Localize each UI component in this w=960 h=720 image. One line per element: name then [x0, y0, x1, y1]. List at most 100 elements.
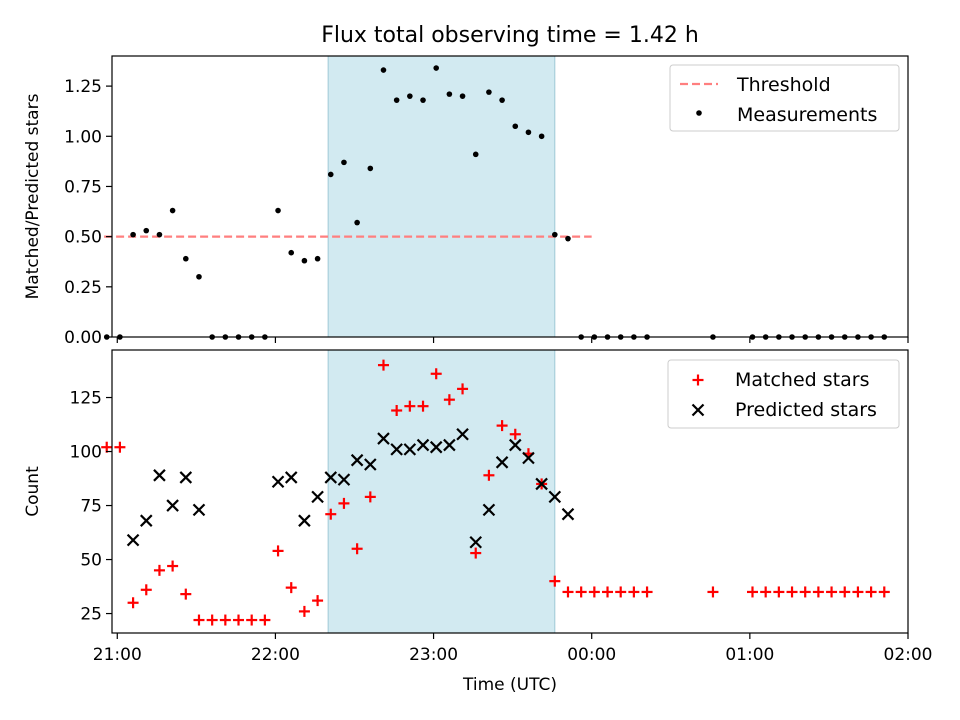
x-tick-label: 02:00	[884, 645, 933, 665]
y-tick-label: 100	[70, 443, 102, 463]
matched-stars-point	[206, 614, 218, 626]
matched-stars-point	[219, 614, 231, 626]
predicted-stars-point	[456, 427, 469, 441]
ratio-observing-window	[327, 55, 556, 338]
matched-stars-point	[404, 400, 416, 412]
predicted-stars-point	[284, 471, 298, 484]
ratio-legend-box	[669, 64, 900, 132]
matched-stars-point	[615, 586, 627, 598]
ratio-panel: 0.00 0.25 0.50 0.75 1.00 1.25 Matched/Predict…	[23, 55, 909, 348]
ratio-legend: Threshold Measurements	[669, 64, 900, 132]
measurements-point	[367, 165, 374, 172]
measurements-point	[538, 133, 545, 140]
matched-stars-point	[167, 560, 179, 572]
measurements-point	[156, 231, 163, 238]
matched-stars-point	[628, 586, 640, 598]
measurements-point	[143, 227, 150, 234]
y-tick-label: 50	[80, 551, 102, 571]
matched-stars-point	[760, 586, 772, 598]
matched-stars-legend-swatch	[692, 374, 704, 386]
matched-stars-point	[746, 586, 758, 598]
matched-stars-point	[417, 400, 429, 412]
matched-stars-point	[259, 614, 271, 626]
y-tick-label: 25	[80, 605, 102, 625]
predicted-stars-point	[324, 471, 338, 484]
matched-stars-point	[298, 605, 310, 617]
y-tick-label: 1.00	[64, 127, 102, 147]
measurements-point	[565, 235, 571, 242]
predicted-stars-point	[179, 471, 193, 484]
predicted-stars-point	[548, 490, 562, 504]
measurements-point	[552, 231, 558, 238]
measurements-point	[275, 207, 281, 214]
count-legend-box	[667, 359, 900, 429]
predicted-stars-point	[469, 535, 483, 549]
matched-stars-point	[865, 586, 877, 598]
figure-title: Flux total observing time = 1.42 h	[321, 23, 699, 48]
y-tick-label: 0.00	[64, 328, 102, 348]
matched-stars-point	[101, 441, 113, 453]
matched-stars-point	[246, 614, 258, 626]
predicted-stars-point	[561, 507, 575, 521]
predicted-stars-point	[153, 469, 166, 482]
matched-stars-point	[127, 597, 139, 609]
measurements-point	[183, 255, 189, 262]
matched-stars-point	[325, 508, 337, 520]
predicted-stars-point	[429, 440, 443, 454]
matched-stars-point	[641, 586, 653, 598]
matched-stars-point	[562, 586, 574, 598]
matched-stars-point	[707, 586, 719, 598]
predicted-stars-point	[271, 475, 285, 489]
matched-stars-point	[364, 491, 376, 503]
measurements-point	[486, 89, 492, 95]
count-legend: Matched stars Predicted stars	[667, 359, 900, 429]
matched-stars-point	[312, 595, 324, 607]
predicted-stars-point	[482, 503, 496, 517]
threshold-legend-label: Threshold	[736, 74, 831, 96]
matched-stars-point	[509, 428, 521, 440]
count-y-axis-label: Count	[23, 466, 43, 517]
measurements-point	[446, 91, 453, 97]
x-tick-label: 22:00	[251, 645, 300, 665]
predicted-stars-point	[364, 458, 377, 471]
matched-stars-point	[483, 469, 495, 481]
measurements-point	[327, 171, 334, 178]
matched-stars-point	[233, 614, 245, 626]
matched-stars-point	[193, 614, 205, 626]
predicted-stars-point	[377, 432, 390, 445]
measurements-point	[420, 97, 426, 103]
predicted-stars-point	[416, 438, 430, 452]
predicted-stars-point	[298, 514, 311, 527]
matched-stars-point	[470, 547, 482, 559]
matched-stars-point	[272, 545, 284, 557]
matched-stars-point	[786, 586, 798, 598]
y-tick-label: 1.25	[64, 77, 102, 97]
y-tick-label: 75	[80, 497, 102, 517]
y-tick-label: 0.50	[64, 228, 102, 248]
predicted-stars-point	[535, 477, 548, 491]
matched-stars-point	[457, 383, 469, 395]
measurements-point	[407, 93, 413, 99]
matched-stars-point	[852, 586, 864, 598]
measurements-point	[196, 273, 202, 280]
matched-stars-point	[391, 404, 403, 416]
measurements-legend-swatch	[696, 110, 702, 116]
measurements-point	[512, 123, 519, 130]
predicted-stars-point	[126, 533, 140, 547]
measurements-point	[341, 159, 347, 166]
matched-stars-point	[839, 586, 851, 598]
matched-stars-point	[878, 586, 890, 598]
matched-stars-point	[377, 359, 389, 371]
count-panel: 25 50 75 100 125 21:00 22:00 23:00 00:00 01:00 02…	[23, 349, 933, 665]
x-tick-label: 01:00	[725, 645, 774, 665]
predicted-stars-point	[443, 438, 456, 452]
x-tick-label: 00:00	[567, 645, 616, 665]
matched-stars-point	[812, 586, 824, 598]
matched-stars-point	[443, 394, 455, 406]
matched-stars-point	[826, 586, 838, 598]
predicted-stars-point	[166, 499, 179, 512]
measurements-point	[525, 129, 532, 136]
predicted-stars-legend-swatch	[691, 403, 705, 417]
matched-stars-point	[496, 420, 508, 432]
predicted-stars-point	[192, 503, 206, 517]
